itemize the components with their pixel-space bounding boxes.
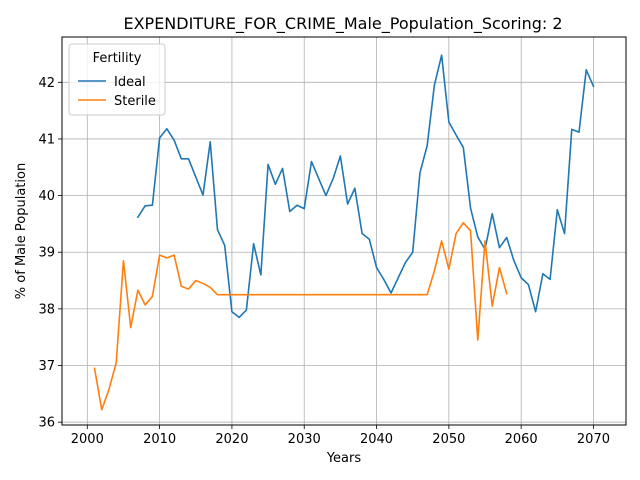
y-tick-label: 40 <box>38 189 55 204</box>
y-tick-label: 42 <box>38 76 55 91</box>
x-tick-label: 2010 <box>143 432 176 447</box>
x-axis-label: Years <box>326 451 362 466</box>
legend-title: Fertility <box>93 51 142 66</box>
y-tick-label: 41 <box>38 132 55 147</box>
y-tick-label: 36 <box>38 416 55 431</box>
legend: Fertility Ideal Sterile <box>68 43 166 116</box>
series-line-sterile <box>93 221 508 411</box>
series-lines <box>93 54 595 411</box>
y-tick-label: 38 <box>38 302 55 317</box>
legend-entry-sterile: Sterile <box>114 94 156 109</box>
legend-entry-ideal: Ideal <box>114 75 146 90</box>
y-axis-ticks: 36 37 38 39 40 41 42 <box>38 76 62 431</box>
x-axis-ticks: 2000 2010 2020 2030 2040 2050 2060 2070 <box>71 425 610 447</box>
grid <box>62 37 626 425</box>
legend-box <box>68 43 166 116</box>
x-tick-label: 2040 <box>360 432 393 447</box>
plot-frame <box>61 36 627 426</box>
y-axis-label: % of Male Population <box>14 163 29 299</box>
series-line-ideal <box>136 54 595 319</box>
x-tick-label: 2050 <box>432 432 465 447</box>
x-tick-label: 2000 <box>71 432 104 447</box>
x-tick-label: 2030 <box>288 432 321 447</box>
x-tick-label: 2020 <box>215 432 248 447</box>
x-tick-label: 2060 <box>505 432 538 447</box>
x-tick-label: 2070 <box>577 432 610 447</box>
y-tick-label: 39 <box>38 246 55 261</box>
chart-title: EXPENDITURE_FOR_CRIME_Male_Population_Sc… <box>123 14 562 34</box>
y-tick-label: 37 <box>38 359 55 374</box>
